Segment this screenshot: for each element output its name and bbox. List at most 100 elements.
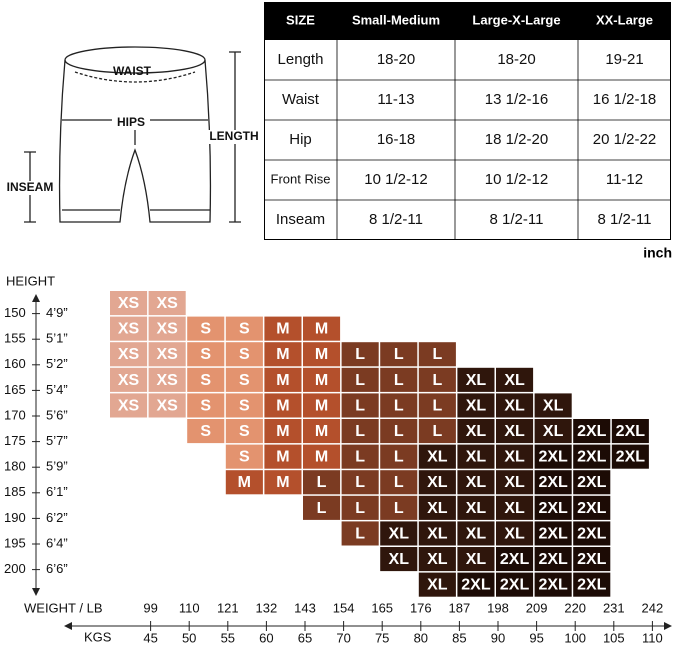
hips-bg [112, 116, 150, 130]
size-cell [148, 393, 186, 418]
size-cell [380, 521, 418, 546]
weight-kg: 70 [336, 630, 350, 645]
table-header: Small-Medium [352, 12, 440, 27]
size-label: XS [156, 397, 178, 414]
size-cell [457, 547, 495, 572]
size-label: 2XL [577, 423, 607, 440]
weight-lb: 110 [179, 600, 200, 615]
size-cell [457, 470, 495, 495]
weight-kg: 45 [143, 630, 157, 645]
size-cell [380, 495, 418, 520]
size-cell [457, 444, 495, 469]
size-cell [148, 291, 186, 316]
size-cell [110, 393, 148, 418]
size-label: L [355, 372, 365, 389]
size-label: XL [504, 397, 525, 414]
size-cell [225, 342, 263, 367]
height-arrow [32, 588, 40, 596]
size-cell [380, 342, 418, 367]
height-ft: 6’4” [46, 535, 68, 550]
size-label: XL [466, 474, 487, 491]
size-cell [264, 470, 302, 495]
size-cell [264, 367, 302, 392]
size-cell [496, 547, 534, 572]
size-cell [187, 393, 225, 418]
table-cell: 19-21 [605, 51, 643, 68]
size-label: S [200, 321, 211, 338]
size-cell [418, 495, 456, 520]
size-label: M [276, 346, 289, 363]
size-label: 2XL [577, 500, 607, 517]
size-cell [573, 495, 611, 520]
height-cm: 175 [4, 433, 26, 448]
size-cell [534, 572, 572, 597]
size-label: XL [427, 551, 448, 568]
size-cell [341, 342, 379, 367]
size-label: 2XL [538, 551, 568, 568]
size-cell [148, 316, 186, 341]
length-label: LENGTH [209, 129, 258, 143]
size-label: M [276, 397, 289, 414]
size-cell [457, 419, 495, 444]
size-label: XL [504, 372, 525, 389]
size-cell [418, 572, 456, 597]
size-cell [457, 572, 495, 597]
size-cell [380, 367, 418, 392]
hips-label: HIPS [117, 115, 145, 129]
size-cell [341, 495, 379, 520]
weight-lb: 198 [487, 600, 509, 615]
size-cell [496, 572, 534, 597]
table-cell: 13 1/2-16 [485, 91, 548, 108]
weight-kg: 105 [603, 630, 625, 645]
size-label: M [238, 474, 251, 491]
size-cell [225, 316, 263, 341]
size-cell [303, 316, 341, 341]
waist-line [74, 71, 196, 83]
size-cell [225, 470, 263, 495]
size-label: 2XL [577, 551, 607, 568]
height-ft: 6’2” [46, 510, 68, 525]
size-label: 2XL [500, 551, 530, 568]
size-label: XL [427, 500, 448, 517]
size-label: XL [543, 423, 564, 440]
size-cell [418, 393, 456, 418]
height-ft: 4’9” [46, 305, 68, 320]
table-cell: 11-13 [377, 91, 414, 108]
size-cell [534, 470, 572, 495]
size-label: M [315, 321, 328, 338]
size-label: XL [466, 423, 487, 440]
size-cell [534, 419, 572, 444]
size-cell [496, 521, 534, 546]
size-label: L [355, 500, 365, 517]
size-cell [264, 316, 302, 341]
weight-kg: 55 [221, 630, 235, 645]
size-label: S [200, 372, 211, 389]
size-cell [341, 444, 379, 469]
inseam-label: INSEAM [7, 180, 54, 194]
size-label: S [239, 449, 250, 466]
size-cell [380, 547, 418, 572]
weight-lb: 176 [410, 600, 432, 615]
table-cell: 10 1/2-12 [364, 171, 427, 188]
height-ft: 5’1” [46, 331, 68, 346]
table-cell: Waist [282, 91, 320, 108]
size-cell [110, 291, 148, 316]
size-label: XS [156, 346, 178, 363]
weight-lb: 132 [256, 600, 278, 615]
size-label: L [355, 423, 365, 440]
size-label: XL [427, 474, 448, 491]
height-ft: 5’9” [46, 459, 68, 474]
size-label: XS [118, 346, 140, 363]
size-label: XL [543, 397, 564, 414]
size-label: 2XL [577, 577, 607, 594]
weight-lb: 209 [526, 600, 548, 615]
size-label: XL [466, 525, 487, 542]
size-cell [573, 572, 611, 597]
weight-kg: 90 [491, 630, 505, 645]
size-label: L [432, 397, 442, 414]
size-label: 2XL [577, 449, 607, 466]
size-label: L [394, 346, 404, 363]
table-cell: 18 1/2-20 [485, 131, 548, 148]
size-label: M [315, 372, 328, 389]
